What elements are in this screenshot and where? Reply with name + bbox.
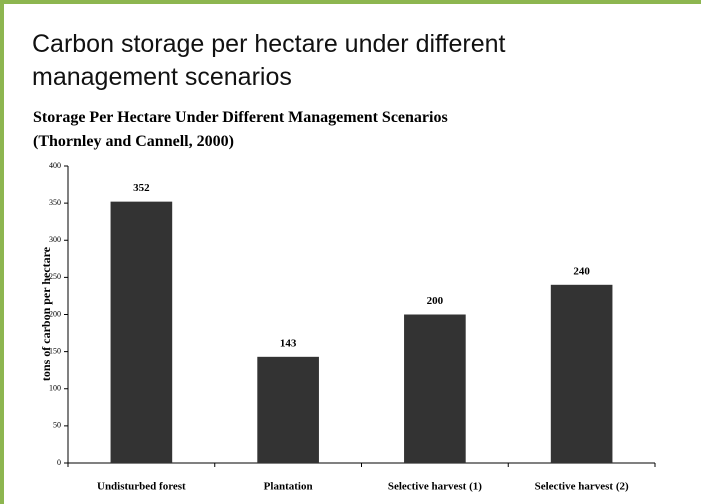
bar <box>110 201 173 463</box>
y-tick-label: 300 <box>49 235 61 244</box>
bar <box>257 356 319 463</box>
y-tick-label: 350 <box>49 198 61 207</box>
data-label: 352 <box>133 182 150 194</box>
y-tick-label: 100 <box>49 384 61 393</box>
accent-bar <box>0 0 701 4</box>
bar <box>550 284 613 463</box>
y-tick-label: 0 <box>57 458 61 467</box>
x-tick-label: Selective harvest (2) <box>535 481 629 493</box>
data-label: 143 <box>280 337 297 349</box>
y-axis-label: tons of carbon per hectare <box>39 246 53 381</box>
data-label: 200 <box>427 295 444 307</box>
y-tick-label: 150 <box>49 346 61 355</box>
y-tick-label: 400 <box>49 161 61 170</box>
data-label: 240 <box>573 265 590 277</box>
y-tick-label: 200 <box>49 309 61 318</box>
bar <box>404 314 466 463</box>
x-tick-label: Plantation <box>264 481 313 493</box>
x-tick-label: Undisturbed forest <box>97 481 186 493</box>
slide-title: Carbon storage per hectare under differe… <box>32 30 506 91</box>
chart-title: Storage Per Hectare Under Different Mana… <box>33 109 448 150</box>
y-tick-label: 50 <box>53 421 61 430</box>
x-tick-label: Selective harvest (1) <box>388 481 482 493</box>
accent-bar <box>0 0 4 504</box>
y-tick-label: 250 <box>49 272 61 281</box>
